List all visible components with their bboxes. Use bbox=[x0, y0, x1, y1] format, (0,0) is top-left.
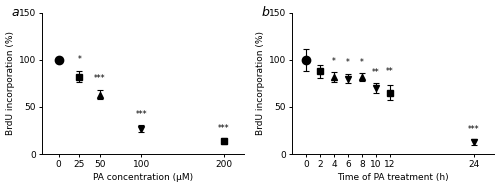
Text: a: a bbox=[12, 6, 20, 19]
Text: b: b bbox=[262, 6, 270, 19]
Text: **: ** bbox=[386, 67, 394, 76]
Text: *: * bbox=[360, 58, 364, 67]
Text: *: * bbox=[332, 57, 336, 66]
Text: *: * bbox=[78, 55, 82, 64]
Text: ***: *** bbox=[218, 124, 230, 133]
X-axis label: Time of PA treatment (h): Time of PA treatment (h) bbox=[338, 174, 449, 182]
Text: **: ** bbox=[372, 68, 380, 77]
Text: ***: *** bbox=[468, 125, 479, 134]
Text: ***: *** bbox=[94, 74, 106, 83]
X-axis label: PA concentration (μM): PA concentration (μM) bbox=[94, 174, 194, 182]
Y-axis label: BrdU incorporation (%): BrdU incorporation (%) bbox=[6, 31, 15, 135]
Text: ***: *** bbox=[136, 110, 147, 119]
Text: *: * bbox=[346, 58, 350, 67]
Y-axis label: BrdU incorporation (%): BrdU incorporation (%) bbox=[256, 31, 264, 135]
